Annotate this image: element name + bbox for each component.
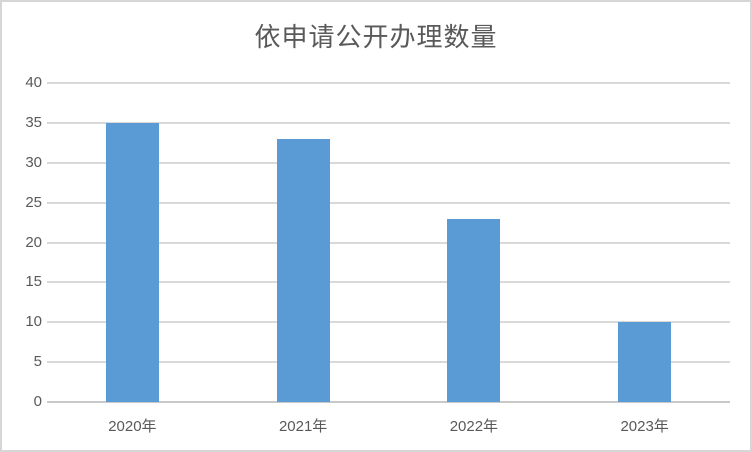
- y-axis-tick-label: 30: [25, 153, 42, 171]
- x-axis-tick-label: 2023年: [620, 418, 669, 435]
- y-axis-tick-label: 10: [25, 313, 42, 331]
- gridline: [47, 241, 730, 244]
- y-axis-tick-label: 20: [25, 233, 42, 251]
- gridline: [47, 321, 730, 324]
- x-axis-tick-label: 2020年: [108, 418, 157, 435]
- y-axis-tick-label: 0: [33, 393, 42, 410]
- gridline: [47, 161, 730, 164]
- bar-2021年: [276, 138, 330, 402]
- gridline: [47, 281, 730, 284]
- y-axis-tick-label: 15: [25, 273, 42, 291]
- plot-area: [47, 82, 730, 403]
- bar-2023年: [618, 322, 672, 402]
- x-axis-tick-label: 2022年: [449, 418, 499, 435]
- y-axis-tick-label: 5: [33, 353, 42, 371]
- gridline: [47, 82, 730, 84]
- gridline: [47, 201, 730, 204]
- bar-2020年: [105, 122, 159, 402]
- y-axis-tick-label: 40: [25, 74, 42, 91]
- gridline: [47, 121, 730, 124]
- y-axis-tick-label: 25: [25, 193, 42, 211]
- x-axis-tick-label: 2021年: [278, 418, 328, 435]
- y-axis-tick-label: 35: [25, 113, 42, 131]
- bar-2022年: [447, 218, 501, 402]
- x-axis-line: [47, 401, 730, 403]
- chart-title: 依申请公开办理数量: [254, 22, 498, 52]
- gridline: [47, 361, 730, 364]
